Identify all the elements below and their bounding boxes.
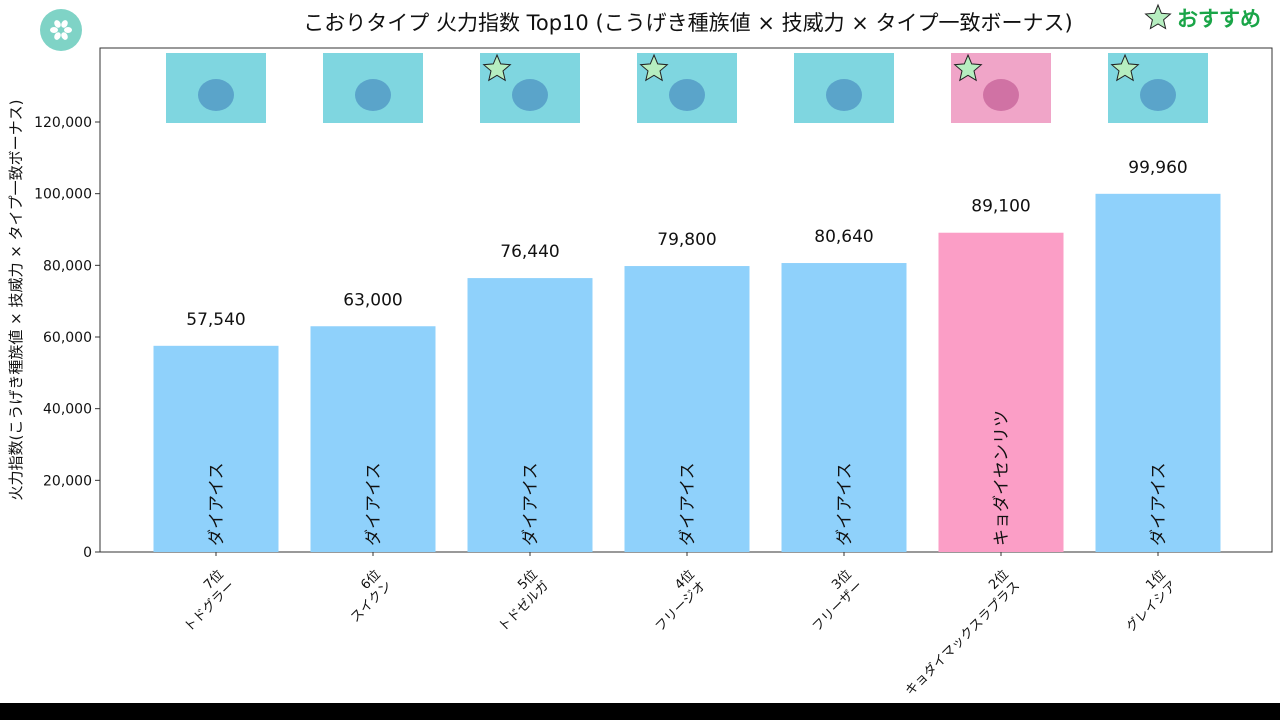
star-icon xyxy=(953,53,983,82)
y-tick-label: 60,000 xyxy=(43,330,92,346)
value-label: 89,100 xyxy=(971,197,1030,217)
bar xyxy=(310,326,436,552)
snowflake-petal xyxy=(61,32,68,40)
y-tick-label: 40,000 xyxy=(43,402,92,418)
move-label: ダイアイス xyxy=(207,462,227,546)
x-tick-label: 5位トドゼルガ xyxy=(485,567,553,635)
move-label: ダイアイス xyxy=(521,462,541,546)
recommend-label: おすすめ xyxy=(1177,7,1261,31)
snowflake-petal xyxy=(54,20,61,28)
x-tick-label: 3位フリーザー xyxy=(798,567,866,635)
bar xyxy=(467,278,593,552)
value-label: 63,000 xyxy=(343,290,402,310)
snowflake-petal xyxy=(54,32,61,40)
snowflake-icon xyxy=(40,9,82,51)
y-axis-label: 火力指数(こうげき種族値 × 技威力 × タイプ一致ボーナス) xyxy=(7,100,25,501)
pokemon-image xyxy=(1140,79,1176,111)
star-icon xyxy=(482,53,512,82)
move-label: ダイアイス xyxy=(1149,462,1169,546)
pokemon-image xyxy=(355,79,391,111)
x-tick-label: 6位スイクン xyxy=(337,567,396,626)
x-tick-label-line: キョダイマックスラプラス xyxy=(903,579,1023,699)
value-label: 80,640 xyxy=(814,227,873,247)
value-label: 57,540 xyxy=(186,310,245,330)
x-tick-label: 2位キョダイマックスラプラス xyxy=(891,567,1023,699)
star-icon xyxy=(639,53,669,82)
snowflake-petal xyxy=(64,27,72,33)
pokemon-image xyxy=(198,79,234,111)
pokemon-image xyxy=(826,79,862,111)
bar xyxy=(938,232,1064,552)
x-tick-label: 7位トドグラー xyxy=(170,567,238,635)
y-tick-label: 100,000 xyxy=(34,187,92,203)
move-label: キョダイセンリツ xyxy=(992,410,1012,546)
pokemon-image xyxy=(983,79,1019,111)
y-tick-label: 80,000 xyxy=(43,258,92,274)
bar xyxy=(624,266,750,552)
move-label: ダイアイス xyxy=(364,462,384,546)
star-icon xyxy=(1110,53,1140,82)
snowflake-petal xyxy=(50,27,58,33)
value-label: 76,440 xyxy=(500,242,559,262)
move-label: ダイアイス xyxy=(678,462,698,546)
y-tick-label: 20,000 xyxy=(43,473,92,489)
y-tick-label: 0 xyxy=(83,545,92,561)
chart-title: こおりタイプ 火力指数 Top10 (こうげき種族値 × 技威力 × タイプ一致… xyxy=(303,11,1072,35)
bar xyxy=(1095,193,1221,552)
bar xyxy=(781,263,907,552)
star-icon xyxy=(1144,3,1172,30)
pokemon-image xyxy=(512,79,548,111)
pokemon-image xyxy=(669,79,705,111)
value-label: 99,960 xyxy=(1128,158,1187,178)
value-label: 79,800 xyxy=(657,230,716,250)
bar xyxy=(153,345,279,552)
y-tick-label: 120,000 xyxy=(34,115,92,131)
x-tick-label: 4位フリージオ xyxy=(641,567,709,635)
move-label: ダイアイス xyxy=(835,462,855,546)
snowflake-petal xyxy=(61,20,68,28)
bottom-bar xyxy=(0,703,1280,720)
x-tick-label: 1位グレイシア xyxy=(1112,567,1180,635)
